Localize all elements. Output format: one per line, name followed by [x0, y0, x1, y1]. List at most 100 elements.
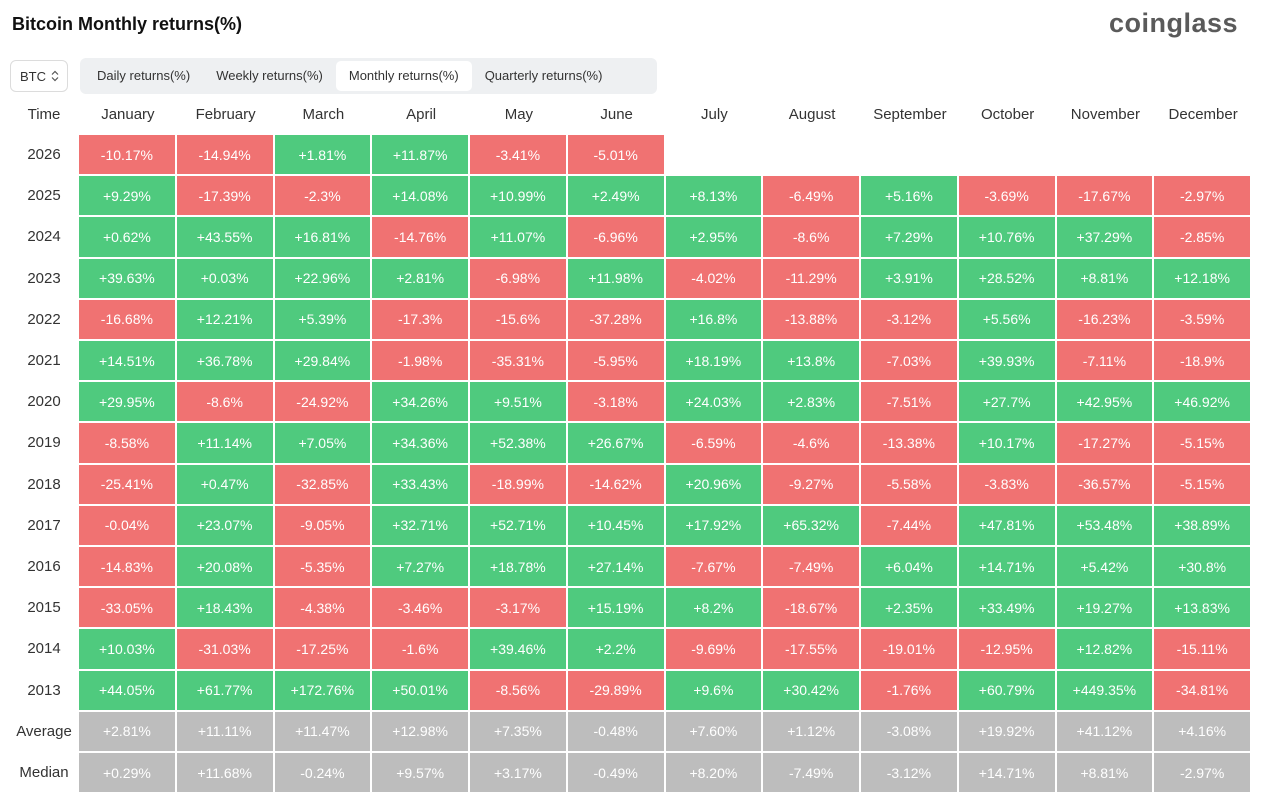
return-cell: -14.62%: [567, 464, 664, 504]
return-cell: +11.87%: [372, 135, 468, 175]
return-cell: -29.89%: [567, 670, 664, 710]
summary-cell: -2.97%: [1154, 753, 1250, 793]
return-cell: +10.76%: [958, 217, 1055, 257]
return-cell: -17.25%: [274, 629, 371, 669]
row-label: 2021: [27, 352, 61, 370]
return-cell: -36.57%: [1056, 464, 1153, 504]
return-cell: -8.6%: [763, 217, 859, 257]
return-cell: -37.28%: [567, 299, 664, 339]
return-cell: +3.91%: [861, 258, 957, 298]
return-cell: -7.44%: [861, 505, 957, 545]
return-cell: +27.7%: [958, 382, 1055, 422]
return-cell: +27.14%: [567, 547, 664, 587]
coin-selector[interactable]: BTC: [10, 60, 68, 92]
row-label: 2022: [27, 310, 61, 328]
return-cell: +17.92%: [665, 505, 762, 545]
row-label: 2013: [27, 681, 61, 699]
summary-cell: +11.68%: [176, 753, 273, 793]
tab[interactable]: Quarterly returns(%): [484, 68, 603, 83]
return-cell: -5.01%: [567, 135, 664, 175]
return-cell: -18.9%: [1154, 341, 1250, 381]
return-cell: -31.03%: [176, 629, 273, 669]
return-cell: +9.29%: [79, 176, 175, 216]
return-cell: +36.78%: [176, 341, 273, 381]
return-cell: +14.08%: [372, 176, 468, 216]
return-cell: -11.29%: [763, 258, 859, 298]
return-cell: -19.01%: [861, 629, 957, 669]
return-cell: +34.36%: [372, 423, 468, 463]
return-cell: +16.81%: [274, 217, 371, 257]
return-cell: +18.43%: [176, 588, 273, 628]
return-cell: +29.84%: [274, 341, 371, 381]
summary-cell: +14.71%: [958, 753, 1055, 793]
return-cell: +1.81%: [274, 135, 371, 175]
return-cell: +28.52%: [958, 258, 1055, 298]
return-cell: +5.39%: [274, 299, 371, 339]
return-cell: -8.58%: [79, 423, 175, 463]
return-cell: +2.83%: [763, 382, 859, 422]
return-cell: +12.18%: [1154, 258, 1250, 298]
tab[interactable]: Monthly returns(%): [335, 61, 472, 91]
return-cell: +38.89%: [1154, 505, 1250, 545]
column-header: February: [195, 105, 256, 123]
return-cell: +2.95%: [665, 217, 762, 257]
return-cell: +29.95%: [79, 382, 175, 422]
return-cell: +15.19%: [567, 588, 664, 628]
summary-cell: +19.92%: [958, 711, 1055, 751]
return-cell: +11.07%: [470, 217, 566, 257]
return-cell: -2.3%: [274, 176, 371, 216]
return-cell: -16.23%: [1056, 299, 1153, 339]
return-cell: -25.41%: [79, 464, 175, 504]
row-label: 2020: [27, 393, 61, 411]
return-cell: +22.96%: [274, 258, 371, 298]
return-cell: -3.17%: [470, 588, 566, 628]
return-cell: -9.05%: [274, 505, 371, 545]
summary-cell: +12.98%: [372, 711, 468, 751]
return-cell: -7.03%: [861, 341, 957, 381]
return-cell: +30.42%: [763, 670, 859, 710]
return-cell: -13.38%: [861, 423, 957, 463]
return-cell: -15.11%: [1154, 629, 1250, 669]
return-cell: -14.94%: [176, 135, 273, 175]
return-cell: -4.02%: [665, 258, 762, 298]
return-cell: +7.27%: [372, 547, 468, 587]
row-label: 2023: [27, 269, 61, 287]
column-header: August: [788, 105, 836, 123]
return-cell: -4.6%: [763, 423, 859, 463]
return-cell: -3.12%: [861, 299, 957, 339]
return-cell: -16.68%: [79, 299, 175, 339]
tab[interactable]: Weekly returns(%): [216, 68, 323, 83]
return-cell: +5.56%: [958, 299, 1055, 339]
summary-cell: +7.60%: [665, 711, 762, 751]
return-cell: +449.35%: [1056, 670, 1153, 710]
return-cell: -8.56%: [470, 670, 566, 710]
return-cell: -6.96%: [567, 217, 664, 257]
return-cell: +2.2%: [567, 629, 664, 669]
return-cell: +43.55%: [176, 217, 273, 257]
return-cell: +37.29%: [1056, 217, 1153, 257]
return-cell: +0.47%: [176, 464, 273, 504]
return-cell: +16.8%: [665, 299, 762, 339]
row-label: 2026: [27, 146, 61, 164]
return-cell: -5.58%: [861, 464, 957, 504]
return-cell: +39.93%: [958, 341, 1055, 381]
return-cell: -10.17%: [79, 135, 175, 175]
summary-cell: -7.49%: [763, 753, 859, 793]
return-cell: +47.81%: [958, 505, 1055, 545]
return-cell: +10.45%: [567, 505, 664, 545]
return-cell: -24.92%: [274, 382, 371, 422]
return-cell: -2.97%: [1154, 176, 1250, 216]
return-cell: -3.83%: [958, 464, 1055, 504]
row-label: 2024: [27, 228, 61, 246]
return-cell: +7.29%: [861, 217, 957, 257]
column-header: September: [873, 105, 947, 123]
column-header: May: [504, 105, 534, 123]
return-cell: +10.17%: [958, 423, 1055, 463]
return-cell: -7.67%: [665, 547, 762, 587]
return-cell: -17.67%: [1056, 176, 1153, 216]
return-cell: -3.18%: [567, 382, 664, 422]
return-cell: -0.04%: [79, 505, 175, 545]
return-cell: +6.04%: [861, 547, 957, 587]
tab[interactable]: Daily returns(%): [97, 68, 191, 83]
return-cell: -14.76%: [372, 217, 468, 257]
